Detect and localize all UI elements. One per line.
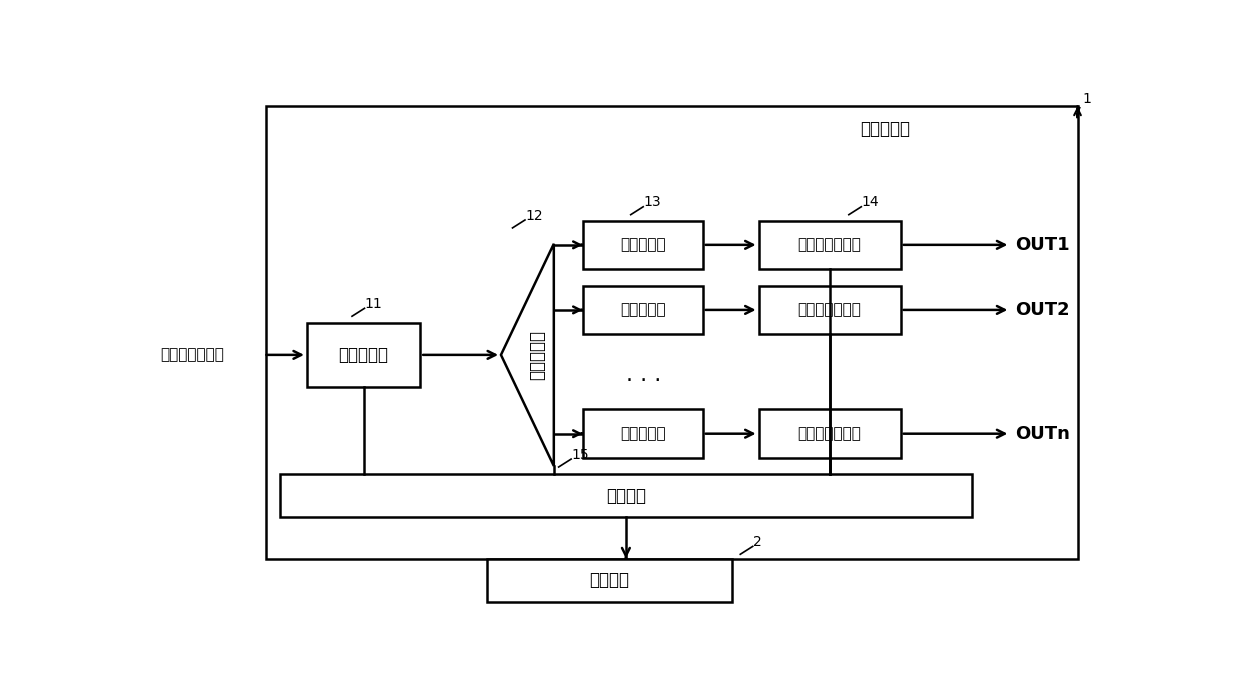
- Text: 15: 15: [572, 448, 589, 462]
- Bar: [759, 409, 900, 458]
- Text: 14: 14: [862, 195, 879, 210]
- Text: 12: 12: [525, 209, 543, 223]
- Text: 2: 2: [753, 535, 761, 549]
- Bar: [583, 409, 703, 458]
- Bar: [583, 286, 703, 335]
- Text: 光分路装置: 光分路装置: [861, 120, 910, 138]
- Bar: [583, 221, 703, 269]
- Text: OUTn: OUTn: [1016, 425, 1070, 442]
- Text: 第一输入光信号: 第一输入光信号: [160, 348, 223, 362]
- Text: 光衰减模块: 光衰减模块: [620, 237, 666, 252]
- Bar: [265, 106, 1078, 559]
- Text: 光分路模块: 光分路模块: [528, 330, 546, 380]
- Bar: [759, 286, 900, 335]
- Text: OUT2: OUT2: [1016, 301, 1070, 319]
- Bar: [280, 474, 972, 517]
- Text: 光衰减模块: 光衰减模块: [620, 426, 666, 441]
- Bar: [306, 323, 420, 387]
- Text: 13: 13: [644, 195, 661, 210]
- Bar: [486, 559, 732, 602]
- Text: 11: 11: [365, 297, 382, 311]
- Text: 光功率检测模块: 光功率检测模块: [797, 302, 862, 317]
- Bar: [759, 221, 900, 269]
- Text: 光功率检测模块: 光功率检测模块: [797, 237, 862, 252]
- Text: 控制模块: 控制模块: [606, 486, 646, 504]
- Text: 光放大模块: 光放大模块: [339, 346, 388, 364]
- Text: 光衰减模块: 光衰减模块: [620, 302, 666, 317]
- Text: 1: 1: [1083, 92, 1091, 106]
- Text: OUT1: OUT1: [1016, 236, 1070, 254]
- Text: · · ·: · · ·: [625, 371, 661, 392]
- Text: 管理模块: 管理模块: [589, 571, 629, 589]
- Text: 光功率检测模块: 光功率检测模块: [797, 426, 862, 441]
